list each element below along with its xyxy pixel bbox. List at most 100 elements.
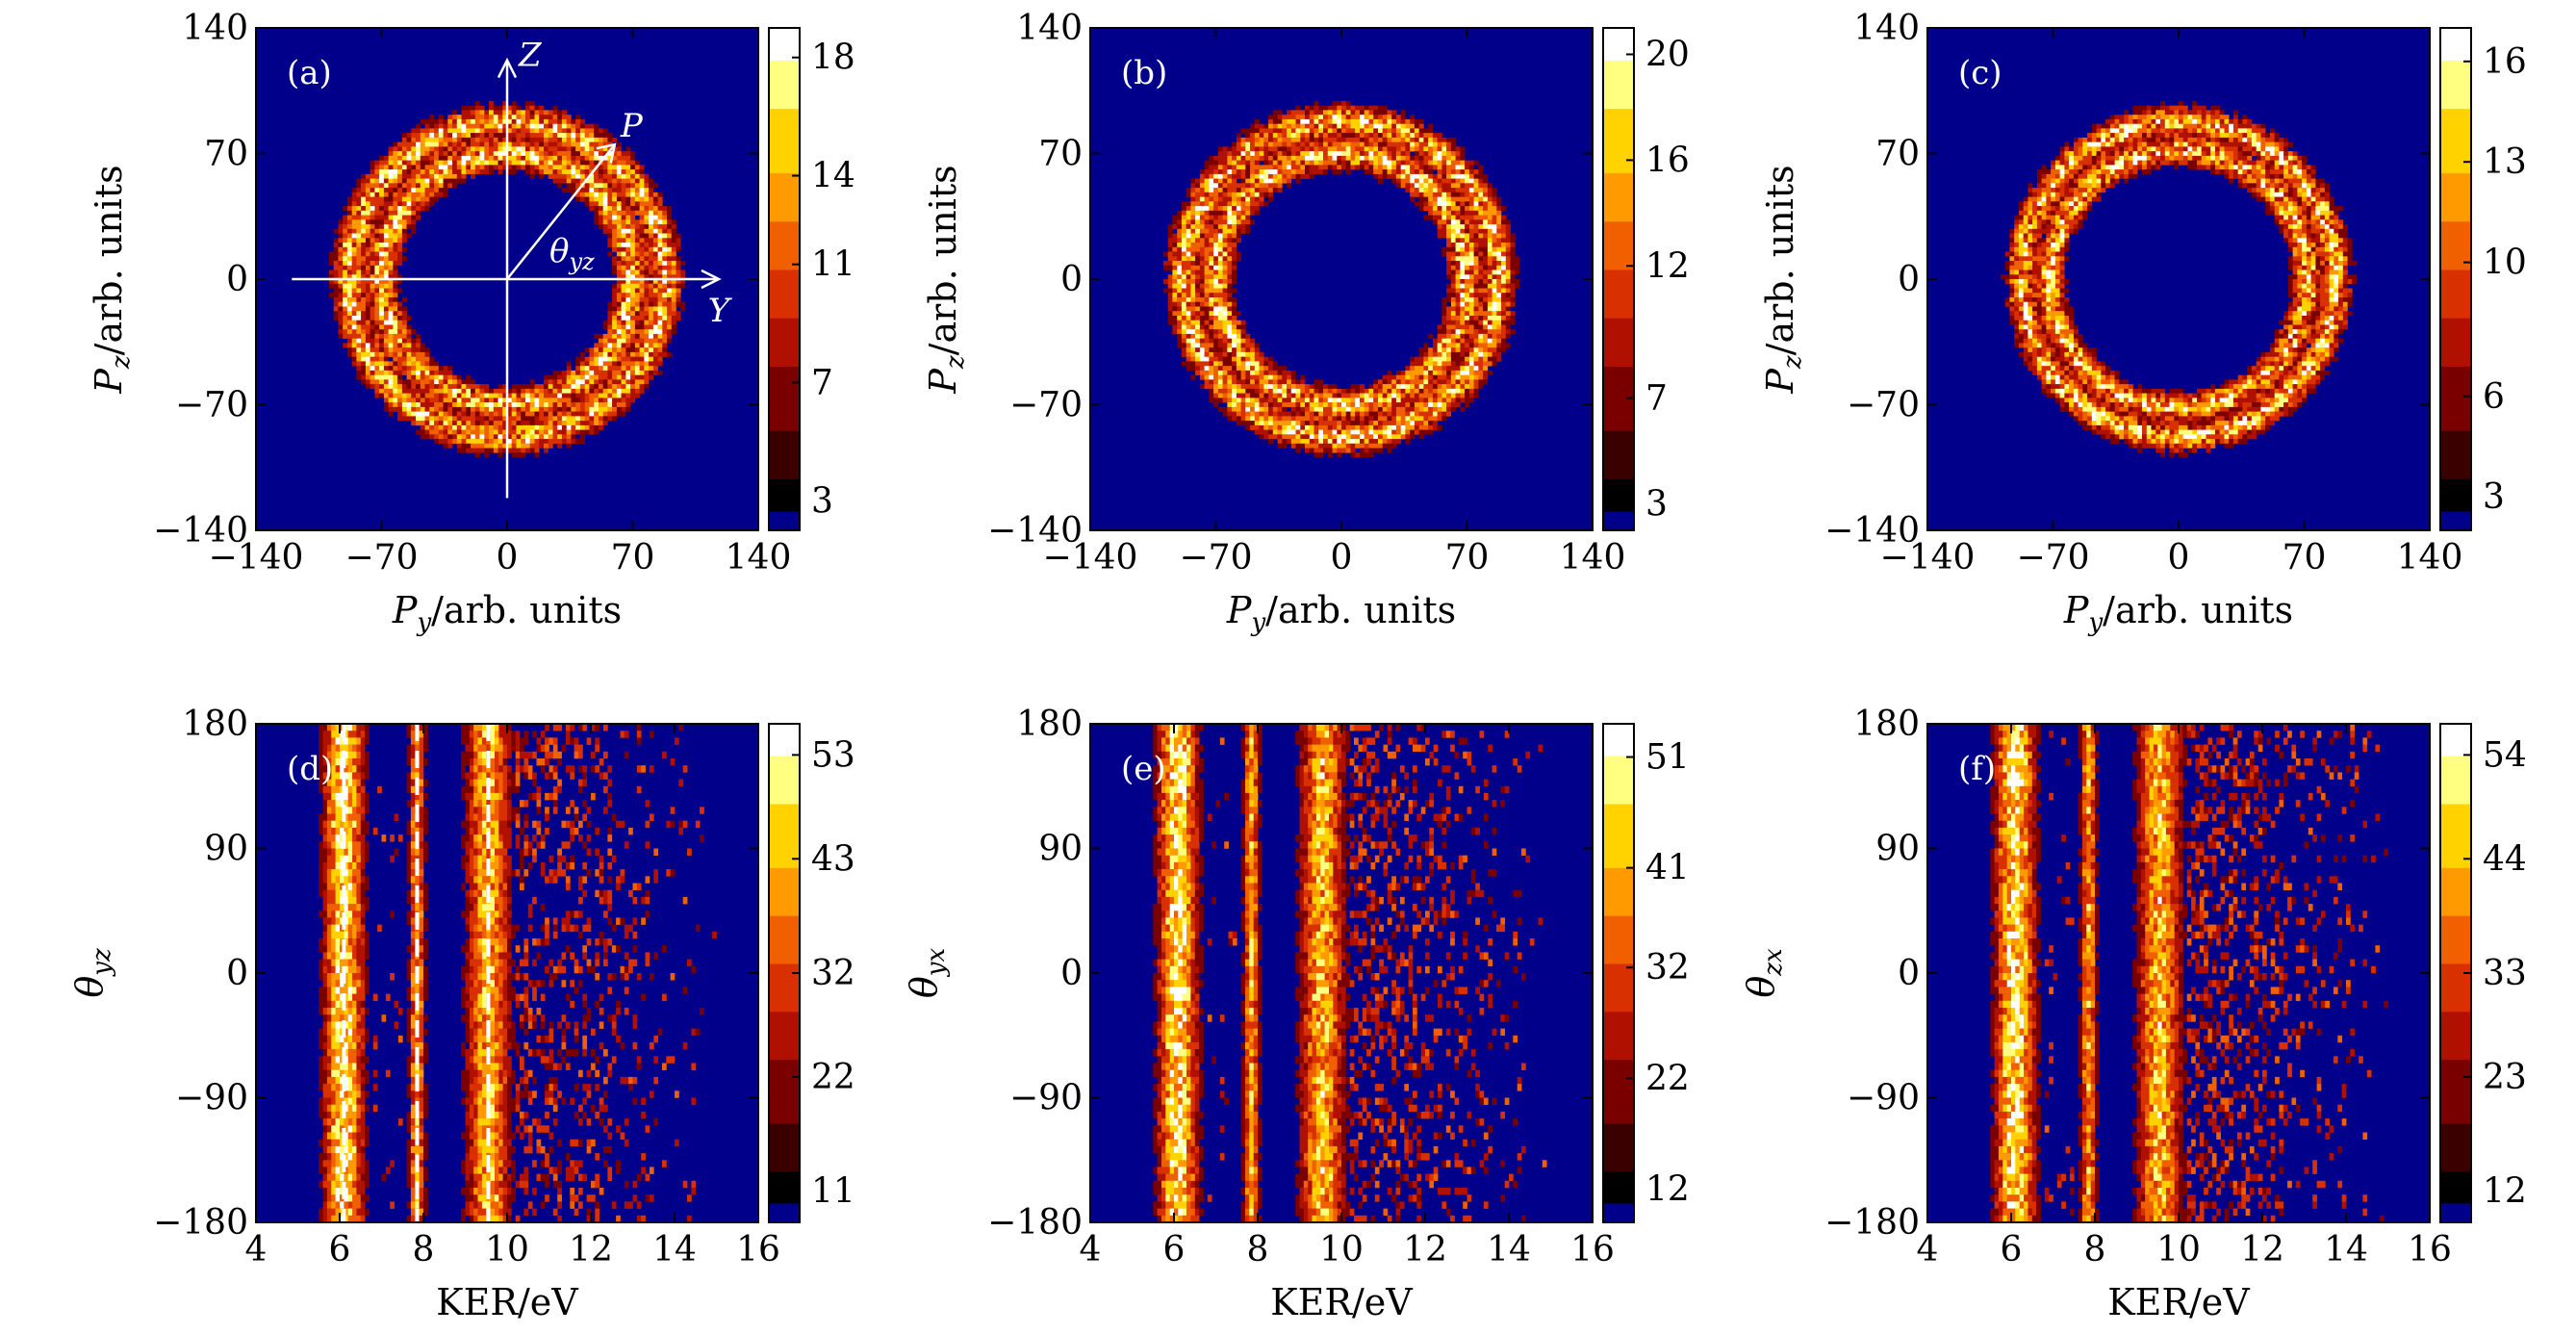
- heatmap-cell: [1323, 128, 1329, 134]
- heatmap-cell: [438, 379, 444, 385]
- heatmap-cell: [1263, 374, 1269, 380]
- heatmap-cell: [1314, 379, 1319, 385]
- heatmap-cell: [434, 155, 440, 161]
- heatmap-cell: [479, 123, 485, 129]
- heatmap-cell: [612, 215, 618, 220]
- heatmap-cell: [1355, 424, 1361, 430]
- heatmap-cell: [1217, 256, 1223, 262]
- heatmap-cell: [1217, 283, 1223, 289]
- heatmap-cell: [1300, 393, 1306, 398]
- heatmap-cell: [607, 361, 613, 367]
- heatmap-cell: [393, 274, 398, 280]
- heatmap-cell: [1209, 333, 1214, 339]
- heatmap-cell: [1167, 256, 1173, 262]
- heatmap-cell: [1318, 452, 1324, 458]
- heatmap-cell: [452, 406, 458, 412]
- heatmap-cell: [652, 361, 658, 367]
- heatmap-cell: [406, 388, 412, 394]
- heatmap-cell: [1162, 279, 1168, 285]
- colorbar-min-segment: [769, 511, 800, 530]
- heatmap-cell: [484, 411, 490, 417]
- heatmap-cell: [1245, 133, 1251, 139]
- heatmap-cell: [1391, 115, 1397, 120]
- heatmap-cell: [657, 206, 663, 212]
- heatmap-cell: [401, 196, 407, 202]
- heatmap-cell: [356, 178, 362, 184]
- heatmap-cell: [579, 398, 585, 403]
- heatmap-cell: [411, 133, 417, 139]
- heatmap-cell: [338, 311, 344, 317]
- heatmap-cell: [1232, 165, 1237, 170]
- heatmap-cell: [1341, 416, 1347, 422]
- heatmap-cell: [1177, 324, 1183, 330]
- heatmap-cell: [452, 118, 458, 124]
- heatmap-cell: [370, 379, 375, 385]
- heatmap-cell: [1245, 398, 1251, 403]
- heatmap-cell: [1309, 146, 1314, 152]
- heatmap-cell: [489, 388, 495, 394]
- heatmap-cell: [374, 333, 380, 339]
- heatmap-cell: [1277, 384, 1283, 390]
- heatmap-cell: [657, 251, 663, 257]
- heatmap-cell: [434, 398, 440, 403]
- heatmap-cell: [1287, 160, 1292, 166]
- heatmap-cell: [552, 160, 558, 166]
- heatmap-cell: [516, 452, 522, 458]
- heatmap-cell: [361, 283, 367, 289]
- heatmap-cell: [534, 393, 540, 398]
- heatmap-cell: [1287, 146, 1292, 152]
- heatmap-cell: [1236, 219, 1241, 225]
- heatmap-cell: [529, 133, 535, 139]
- heatmap-cell: [1373, 424, 1379, 430]
- heatmap-cell: [1250, 123, 1256, 129]
- heatmap-cell: [639, 196, 645, 202]
- heatmap-cell: [552, 151, 558, 157]
- heatmap-cell: [1314, 406, 1319, 412]
- heatmap-cell: [1254, 151, 1260, 157]
- heatmap-cell: [1250, 374, 1256, 380]
- heatmap-cell: [1277, 424, 1283, 430]
- heatmap-cell: [612, 388, 618, 394]
- heatmap-cell: [1355, 118, 1361, 124]
- heatmap-cell: [1314, 416, 1319, 422]
- heatmap-cell: [1327, 115, 1333, 120]
- heatmap-cell: [1227, 411, 1233, 417]
- heatmap-cell: [1195, 192, 1201, 197]
- heatmap-cell: [379, 366, 385, 372]
- heatmap-cell: [1337, 452, 1342, 458]
- heatmap-cell: [639, 293, 645, 298]
- heatmap-cell: [621, 398, 626, 403]
- colorbar-segment: [769, 124, 800, 141]
- heatmap-cell: [374, 243, 380, 248]
- heatmap-cell: [579, 128, 585, 134]
- heatmap-cell: [1167, 320, 1173, 325]
- heatmap-cell: [1217, 297, 1223, 303]
- heatmap-cell: [639, 320, 645, 325]
- heatmap-cell: [1332, 128, 1338, 134]
- heatmap-cell: [616, 338, 622, 344]
- heatmap-cell: [416, 333, 421, 339]
- heatmap-cell: [1177, 293, 1183, 298]
- heatmap-cell: [552, 434, 558, 440]
- heatmap-cell: [401, 343, 407, 348]
- heatmap-cell: [1355, 429, 1361, 435]
- heatmap-cell: [1236, 402, 1241, 408]
- heatmap-cell: [379, 238, 385, 244]
- heatmap-cell: [594, 356, 599, 362]
- heatmap-cell: [383, 261, 389, 267]
- heatmap-cell: [1217, 243, 1223, 248]
- heatmap-cell: [1217, 333, 1223, 339]
- heatmap-cell: [525, 133, 531, 139]
- heatmap-cell: [544, 421, 549, 426]
- colorbar-segment: [769, 28, 800, 45]
- heatmap-cell: [361, 173, 367, 179]
- heatmap-cell: [333, 238, 339, 244]
- heatmap-cell: [516, 151, 522, 157]
- heatmap-cell: [401, 324, 407, 330]
- heatmap-cell: [584, 160, 590, 166]
- heatmap-cell: [552, 411, 558, 417]
- heatmap-cell: [361, 265, 367, 270]
- heatmap-cell: [452, 439, 458, 445]
- heatmap-cell: [1300, 141, 1306, 147]
- heatmap-cell: [1364, 137, 1369, 142]
